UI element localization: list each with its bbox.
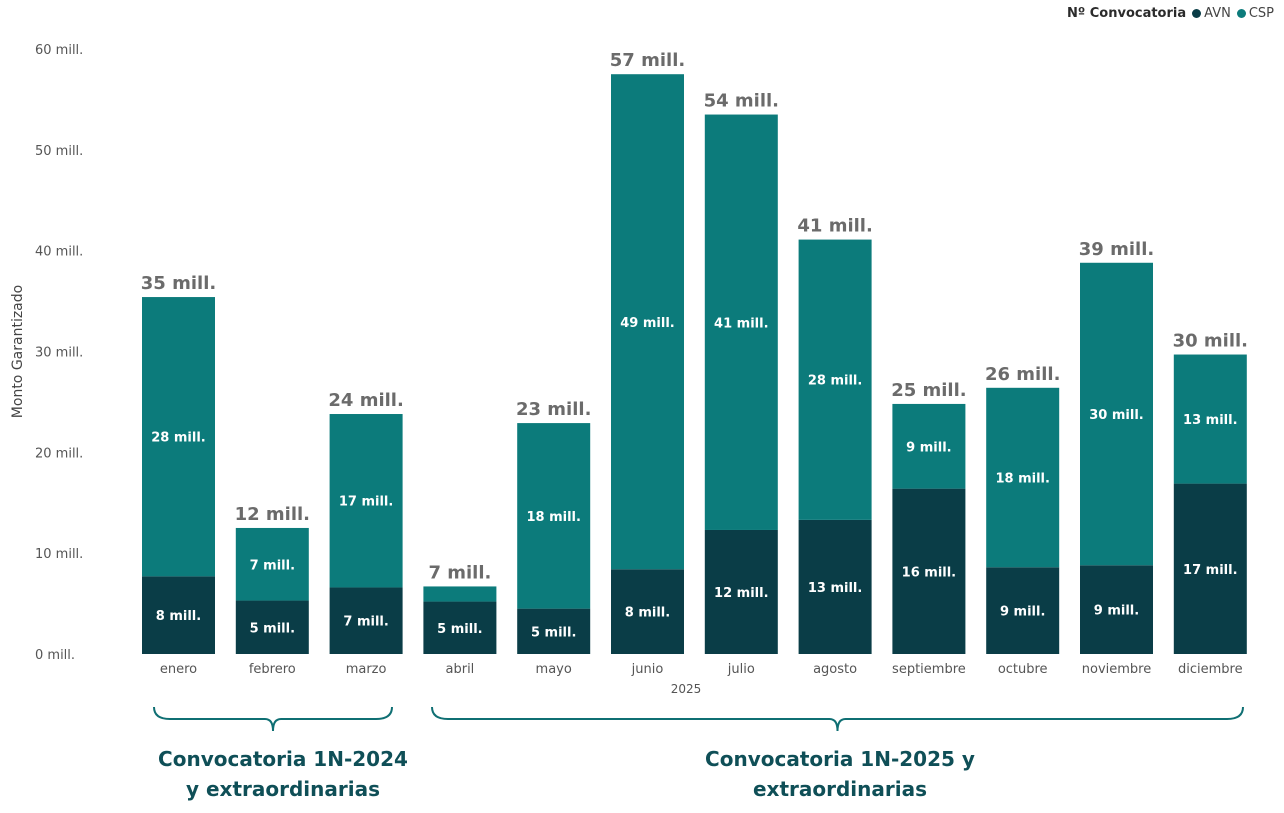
bar-avn-mayo (517, 608, 591, 654)
bar-avn-marzo (329, 587, 403, 654)
total-label-agosto: 41 mill. (797, 216, 872, 237)
y-tick-label-5: 50 mill. (35, 144, 83, 159)
bar-csp-junio (611, 74, 684, 570)
x-tick-label-marzo: marzo (346, 662, 387, 677)
group-label-2025-line1: Convocatoria 1N-2025 y (705, 747, 975, 771)
total-label-abril: 7 mill. (428, 562, 491, 583)
bar-avn-febrero (235, 600, 309, 654)
legend-title: Nº Convocatoria (1067, 6, 1187, 21)
data-label-csp-agosto: 28 mill. (808, 374, 862, 389)
legend-label-csp: CSP (1248, 6, 1274, 21)
data-label-csp-mayo: 18 mill. (526, 510, 580, 525)
x-tick-label-mayo: mayo (536, 662, 572, 677)
bar-csp-septiembre (892, 403, 966, 489)
data-label-csp-marzo: 17 mill. (339, 495, 393, 510)
bar-avn-enero (142, 576, 215, 654)
data-label-avn-julio: 12 mill. (714, 586, 768, 601)
group-brace-2025 (431, 706, 1244, 732)
bar-avn-diciembre (1173, 483, 1247, 654)
bar-avn-agosto (798, 519, 872, 654)
total-label-octubre: 26 mill. (985, 364, 1060, 385)
bar-avn-julio (704, 529, 778, 654)
bar-csp-octubre (986, 387, 1060, 568)
x-axis-title: 2025 (671, 682, 702, 696)
legend-item-csp[interactable]: CSP (1236, 6, 1274, 21)
x-tick-label-febrero: febrero (249, 662, 296, 677)
legend-item-avn[interactable]: AVN (1192, 6, 1231, 21)
data-label-avn-octubre: 9 mill. (1000, 605, 1045, 620)
y-axis-title: Monto Garantizado (10, 285, 26, 418)
total-label-enero: 35 mill. (141, 273, 216, 294)
legend-dot-avn-icon (1192, 9, 1202, 18)
group-label-2024: Convocatoria 1N-2024 y extraordinarias (128, 744, 438, 804)
group-label-2024-line1: Convocatoria 1N-2024 (158, 747, 408, 771)
total-label-noviembre: 39 mill. (1079, 239, 1154, 260)
y-tick-label-4: 40 mill. (35, 245, 83, 260)
data-label-avn-diciembre: 17 mill. (1183, 563, 1237, 578)
y-tick-label-1: 10 mill. (35, 547, 83, 562)
data-label-csp-septiembre: 9 mill. (906, 440, 951, 455)
bar-csp-enero (142, 297, 215, 577)
legend-label-avn: AVN (1204, 6, 1231, 21)
x-tick-label-septiembre: septiembre (892, 662, 966, 677)
bar-csp-mayo (517, 423, 591, 609)
data-label-avn-agosto: 13 mill. (808, 581, 862, 596)
total-label-marzo: 24 mill. (328, 390, 403, 411)
x-tick-label-julio: julio (727, 662, 755, 677)
data-label-avn-enero: 8 mill. (156, 609, 201, 624)
y-tick-label-0: 0 mill. (35, 648, 75, 663)
data-label-csp-junio: 49 mill. (620, 316, 674, 331)
total-label-febrero: 12 mill. (235, 504, 310, 525)
data-label-avn-mayo: 5 mill. (531, 625, 576, 640)
data-label-avn-septiembre: 16 mill. (902, 565, 956, 580)
bar-avn-junio (611, 569, 684, 654)
data-label-csp-diciembre: 13 mill. (1183, 413, 1237, 428)
bar-csp-febrero (235, 527, 309, 601)
total-label-julio: 54 mill. (704, 91, 779, 112)
bar-csp-marzo (329, 414, 403, 588)
data-label-csp-enero: 28 mill. (151, 431, 205, 446)
y-tick-label-6: 60 mill. (35, 43, 83, 58)
bar-avn-abril (423, 601, 497, 654)
x-tick-label-abril: abril (446, 662, 475, 677)
bar-csp-diciembre (1173, 354, 1247, 484)
group-brace-2024 (153, 706, 393, 732)
bar-avn-septiembre (892, 488, 966, 654)
y-tick-label-3: 30 mill. (35, 346, 83, 361)
data-label-avn-febrero: 5 mill. (250, 621, 295, 636)
bar-csp-agosto (798, 239, 872, 520)
total-label-mayo: 23 mill. (516, 399, 591, 420)
x-tick-label-junio: junio (631, 662, 664, 677)
data-label-avn-marzo: 7 mill. (343, 615, 388, 630)
data-label-csp-febrero: 7 mill. (250, 558, 295, 573)
data-label-csp-julio: 41 mill. (714, 316, 768, 331)
bar-csp-julio (704, 114, 778, 530)
data-label-avn-noviembre: 9 mill. (1094, 604, 1139, 619)
bar-csp-abril (423, 586, 497, 602)
data-label-csp-octubre: 18 mill. (995, 472, 1049, 487)
chart-legend: Nº Convocatoria AVN CSP (1067, 6, 1274, 21)
data-label-avn-abril: 5 mill. (437, 622, 482, 637)
legend-dot-csp-icon (1236, 9, 1246, 18)
x-tick-label-octubre: octubre (998, 662, 1048, 677)
x-tick-label-noviembre: noviembre (1082, 662, 1151, 677)
x-tick-label-enero: enero (160, 662, 197, 677)
total-label-diciembre: 30 mill. (1173, 331, 1248, 352)
group-label-2025-line2: extraordinarias (752, 777, 927, 801)
data-label-avn-junio: 8 mill. (625, 606, 670, 621)
bar-avn-noviembre (1080, 565, 1153, 654)
group-label-2025: Convocatoria 1N-2025 y extraordinarias (660, 744, 1020, 804)
bar-csp-noviembre (1080, 262, 1153, 566)
y-tick-label-2: 20 mill. (35, 446, 83, 461)
x-tick-label-agosto: agosto (813, 662, 857, 677)
group-label-2024-line2: y extraordinarias (185, 777, 380, 801)
total-label-septiembre: 25 mill. (891, 380, 966, 401)
bar-avn-octubre (986, 567, 1060, 654)
data-label-csp-noviembre: 30 mill. (1089, 408, 1143, 423)
x-tick-label-diciembre: diciembre (1178, 662, 1243, 677)
total-label-junio: 57 mill. (610, 50, 685, 71)
